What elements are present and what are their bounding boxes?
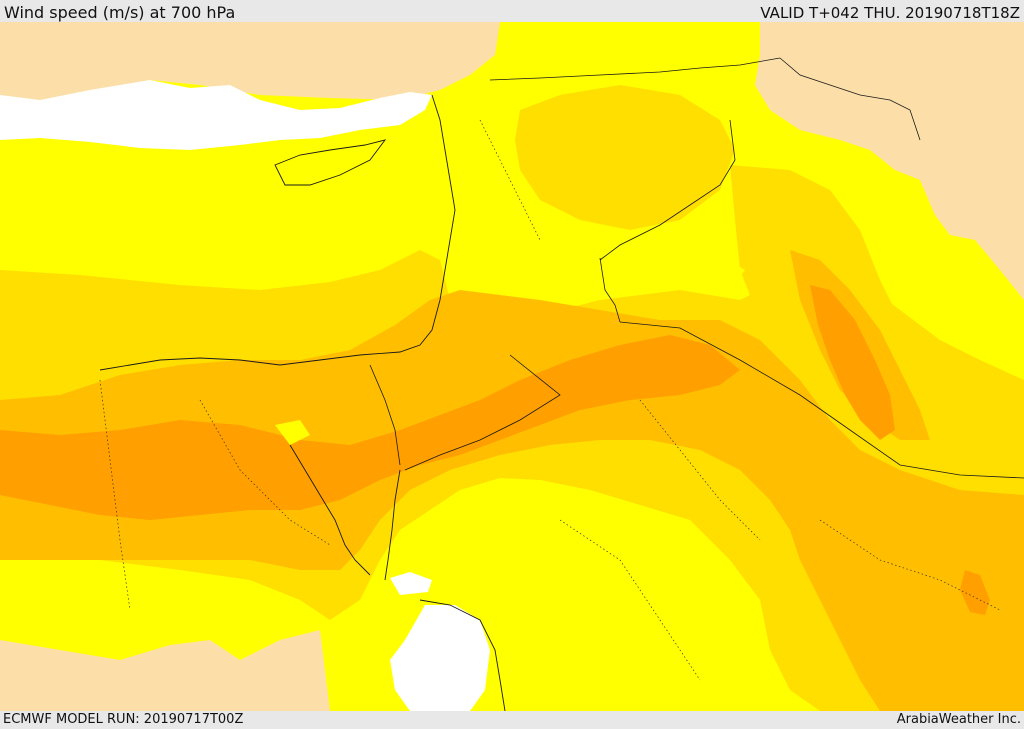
model-run-label: ECMWF MODEL RUN: 20190717T00Z [3, 712, 244, 727]
band-light-patch-sinai [275, 420, 310, 445]
border-syria-iraq [599, 119, 736, 261]
valid-time-label: VALID T+042 THU. 20190718T18Z [760, 4, 1020, 22]
coastline-suez [289, 444, 371, 576]
border-iraq-iran [779, 57, 921, 141]
border-turkey-syria [489, 57, 781, 81]
border-jordan-iraq [599, 257, 621, 323]
band-moderate-iraq [730, 165, 1024, 480]
borders [369, 57, 1024, 479]
map-canvas[interactable] [0, 22, 1024, 711]
band-calm-southwest [0, 630, 330, 711]
sea-mediterranean [0, 80, 432, 150]
band-calm-northwest [0, 22, 500, 105]
band-light-patch-jordan [680, 255, 745, 290]
band-strong-iraq [810, 285, 895, 440]
band-fresh-main [0, 290, 1024, 711]
header-bar: Wind speed (m/s) at 700 hPa VALID T+042 … [0, 0, 1024, 22]
band-strong-jet [0, 335, 740, 520]
band-strong-south [960, 570, 990, 615]
map-title: Wind speed (m/s) at 700 hPa [4, 3, 236, 22]
coastline-levant [99, 94, 456, 371]
sea-gulf-of-suez-patch [390, 572, 432, 595]
footer-bar: ECMWF MODEL RUN: 20190717T00Z ArabiaWeat… [0, 711, 1024, 729]
border-egypt-israel [369, 364, 401, 466]
sea-red-sea-north [390, 605, 490, 711]
province-lines [99, 119, 1001, 681]
coastline-aqaba [384, 469, 401, 581]
border-jordan-saudi [404, 354, 561, 471]
wind-speed-map [0, 22, 1024, 711]
band-calm-northeast [755, 22, 1024, 300]
credit-label: ArabiaWeather Inc. [896, 712, 1021, 727]
border-saudi-iraq [619, 321, 1024, 479]
band-moderate-syria [515, 85, 735, 230]
coastlines [99, 94, 506, 711]
coastline-red-sea-east [419, 599, 506, 711]
coastline-cyprus [274, 139, 387, 186]
